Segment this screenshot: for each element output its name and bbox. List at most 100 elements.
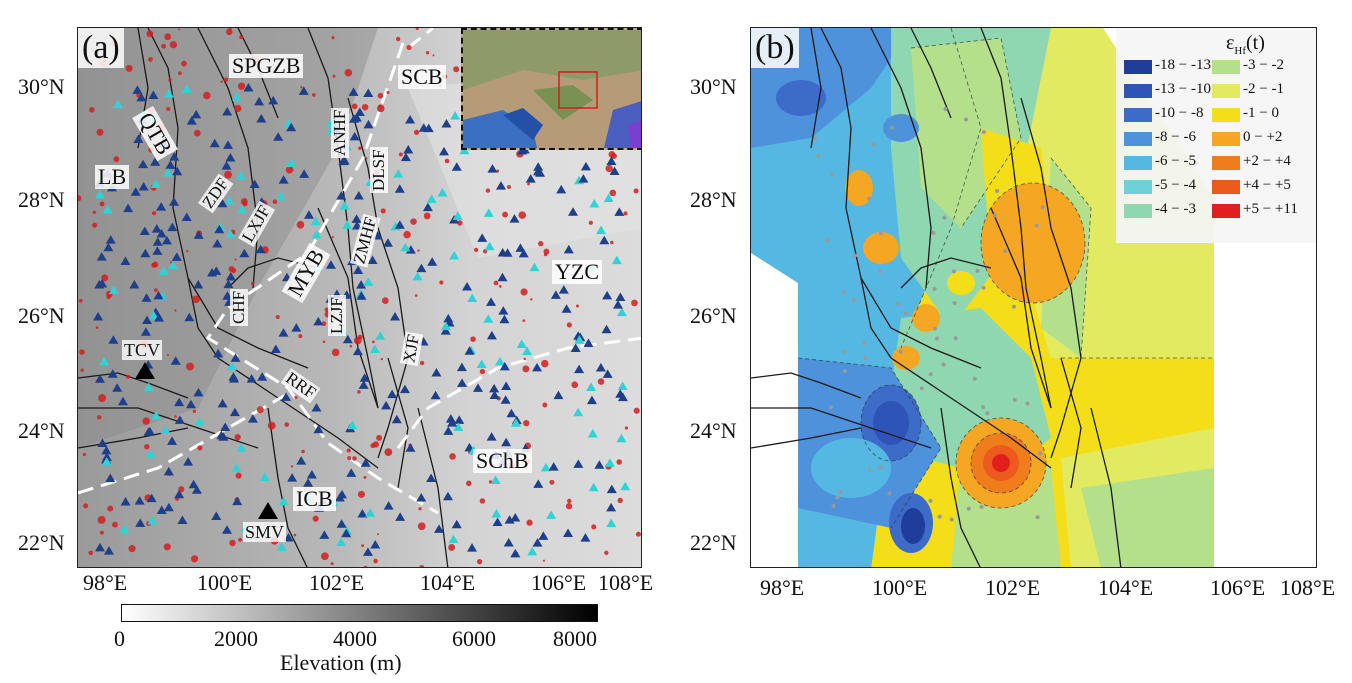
seismic-station-marker xyxy=(362,547,373,556)
granite-outcrop xyxy=(107,505,114,512)
lat-tick: 26°N xyxy=(690,303,737,328)
seismic-station-marker xyxy=(156,505,167,515)
seismic-station-marker xyxy=(156,202,167,211)
sample-point xyxy=(931,230,936,235)
colorbar-tick: 8000 xyxy=(553,626,597,651)
legend-swatch xyxy=(1212,204,1240,218)
legend-label: -6 − -5 xyxy=(1155,153,1196,169)
seismic-station-marker xyxy=(281,392,292,401)
seismic-station-marker xyxy=(341,528,352,538)
seismic-station-marker xyxy=(213,348,224,358)
seismic-station-marker xyxy=(148,310,159,320)
granite-outcrop xyxy=(82,452,87,457)
seismic-station-marker xyxy=(138,159,149,169)
granite-outcrop xyxy=(88,550,94,556)
seismic-station-marker xyxy=(399,384,410,394)
seismic-station-marker xyxy=(217,198,228,208)
sample-point xyxy=(975,268,980,273)
seismic-station-marker xyxy=(298,86,309,95)
fault-line xyxy=(860,277,982,369)
granite-outcrop xyxy=(113,156,120,163)
granite-outcrop xyxy=(453,66,460,73)
seismic-station-marker xyxy=(400,152,411,162)
fault-line xyxy=(910,28,952,119)
granite-outcrop xyxy=(220,80,223,83)
granite-outcrop xyxy=(349,344,353,348)
granite-outcrop xyxy=(522,365,530,373)
seismic-station-marker xyxy=(108,285,119,295)
seismic-station-marker xyxy=(278,175,289,184)
seismic-station-marker xyxy=(394,184,405,193)
seismic-station-marker xyxy=(132,85,143,94)
lon-tick: 104°E xyxy=(1098,575,1154,600)
seismic-station-marker xyxy=(422,202,433,212)
seismic-station-marker xyxy=(583,338,594,348)
granite-outcrop xyxy=(567,498,572,504)
seismic-station-marker xyxy=(533,162,544,171)
seismic-station-marker xyxy=(246,374,257,383)
seismic-station-marker xyxy=(303,478,314,487)
seismic-station-marker xyxy=(533,479,544,488)
seismic-station-marker xyxy=(440,321,451,331)
seismic-station-marker xyxy=(489,390,500,400)
granite-outcrop xyxy=(448,543,456,551)
sample-point xyxy=(949,517,954,522)
seismic-station-marker xyxy=(459,145,470,155)
granite-outcrop xyxy=(78,195,82,202)
granite-outcrop xyxy=(154,288,158,293)
seismic-station-marker xyxy=(217,398,228,408)
lat-tick: 22°N xyxy=(18,530,65,555)
granite-outcrop xyxy=(357,490,365,498)
granite-outcrop xyxy=(301,449,305,454)
seismic-station-marker xyxy=(601,324,612,334)
granite-outcrop xyxy=(285,165,294,174)
seismic-station-marker xyxy=(529,262,540,272)
seismic-station-marker xyxy=(448,534,459,544)
sample-point xyxy=(928,372,933,377)
legend-swatch xyxy=(1124,180,1152,194)
granite-outcrop xyxy=(96,415,102,420)
granite-outcrop xyxy=(98,394,107,403)
seismic-station-marker xyxy=(223,279,234,289)
seismic-station-marker xyxy=(580,533,591,542)
granite-outcrop xyxy=(611,153,617,159)
seismic-station-marker xyxy=(257,372,268,381)
granite-outcrop xyxy=(597,378,605,385)
seismic-station-marker xyxy=(119,524,130,533)
granite-outcrop xyxy=(128,545,136,553)
seismic-station-marker xyxy=(365,508,376,517)
seismic-station-marker xyxy=(367,255,378,264)
granite-outcrop xyxy=(294,395,298,400)
seismic-station-marker xyxy=(538,531,549,540)
seismic-station-marker xyxy=(450,111,461,120)
lat-tick: 28°N xyxy=(18,187,65,212)
sample-point xyxy=(952,301,957,306)
sample-point xyxy=(871,142,876,147)
seismic-station-marker xyxy=(442,491,453,501)
sample-point xyxy=(953,336,958,341)
seismic-station-marker xyxy=(558,285,569,294)
seismic-station-marker xyxy=(123,203,134,213)
sample-point xyxy=(842,369,847,374)
granite-outcrop xyxy=(414,294,418,297)
fault-line xyxy=(980,28,1052,409)
lat-tick: 28°N xyxy=(690,187,737,212)
seismic-station-marker xyxy=(527,546,538,556)
granite-outcrop xyxy=(617,497,623,504)
granite-outcrop xyxy=(537,240,544,247)
seismic-station-marker xyxy=(170,356,181,365)
legend-label: -18 − -13 xyxy=(1155,57,1211,73)
legend-label: +5 − +11 xyxy=(1243,201,1298,217)
seismic-station-marker xyxy=(223,140,234,149)
seismic-station-marker xyxy=(270,344,281,354)
granite-outcrop xyxy=(571,381,579,389)
granite-outcrop xyxy=(224,170,232,179)
granite-outcrop xyxy=(332,74,336,78)
seismic-station-marker xyxy=(489,383,500,393)
granite-outcrop xyxy=(174,415,177,418)
seismic-station-marker xyxy=(286,122,297,132)
granite-outcrop xyxy=(439,280,444,285)
seismic-station-marker xyxy=(165,160,176,169)
seismic-station-marker xyxy=(209,138,220,148)
granite-outcrop xyxy=(146,30,154,38)
